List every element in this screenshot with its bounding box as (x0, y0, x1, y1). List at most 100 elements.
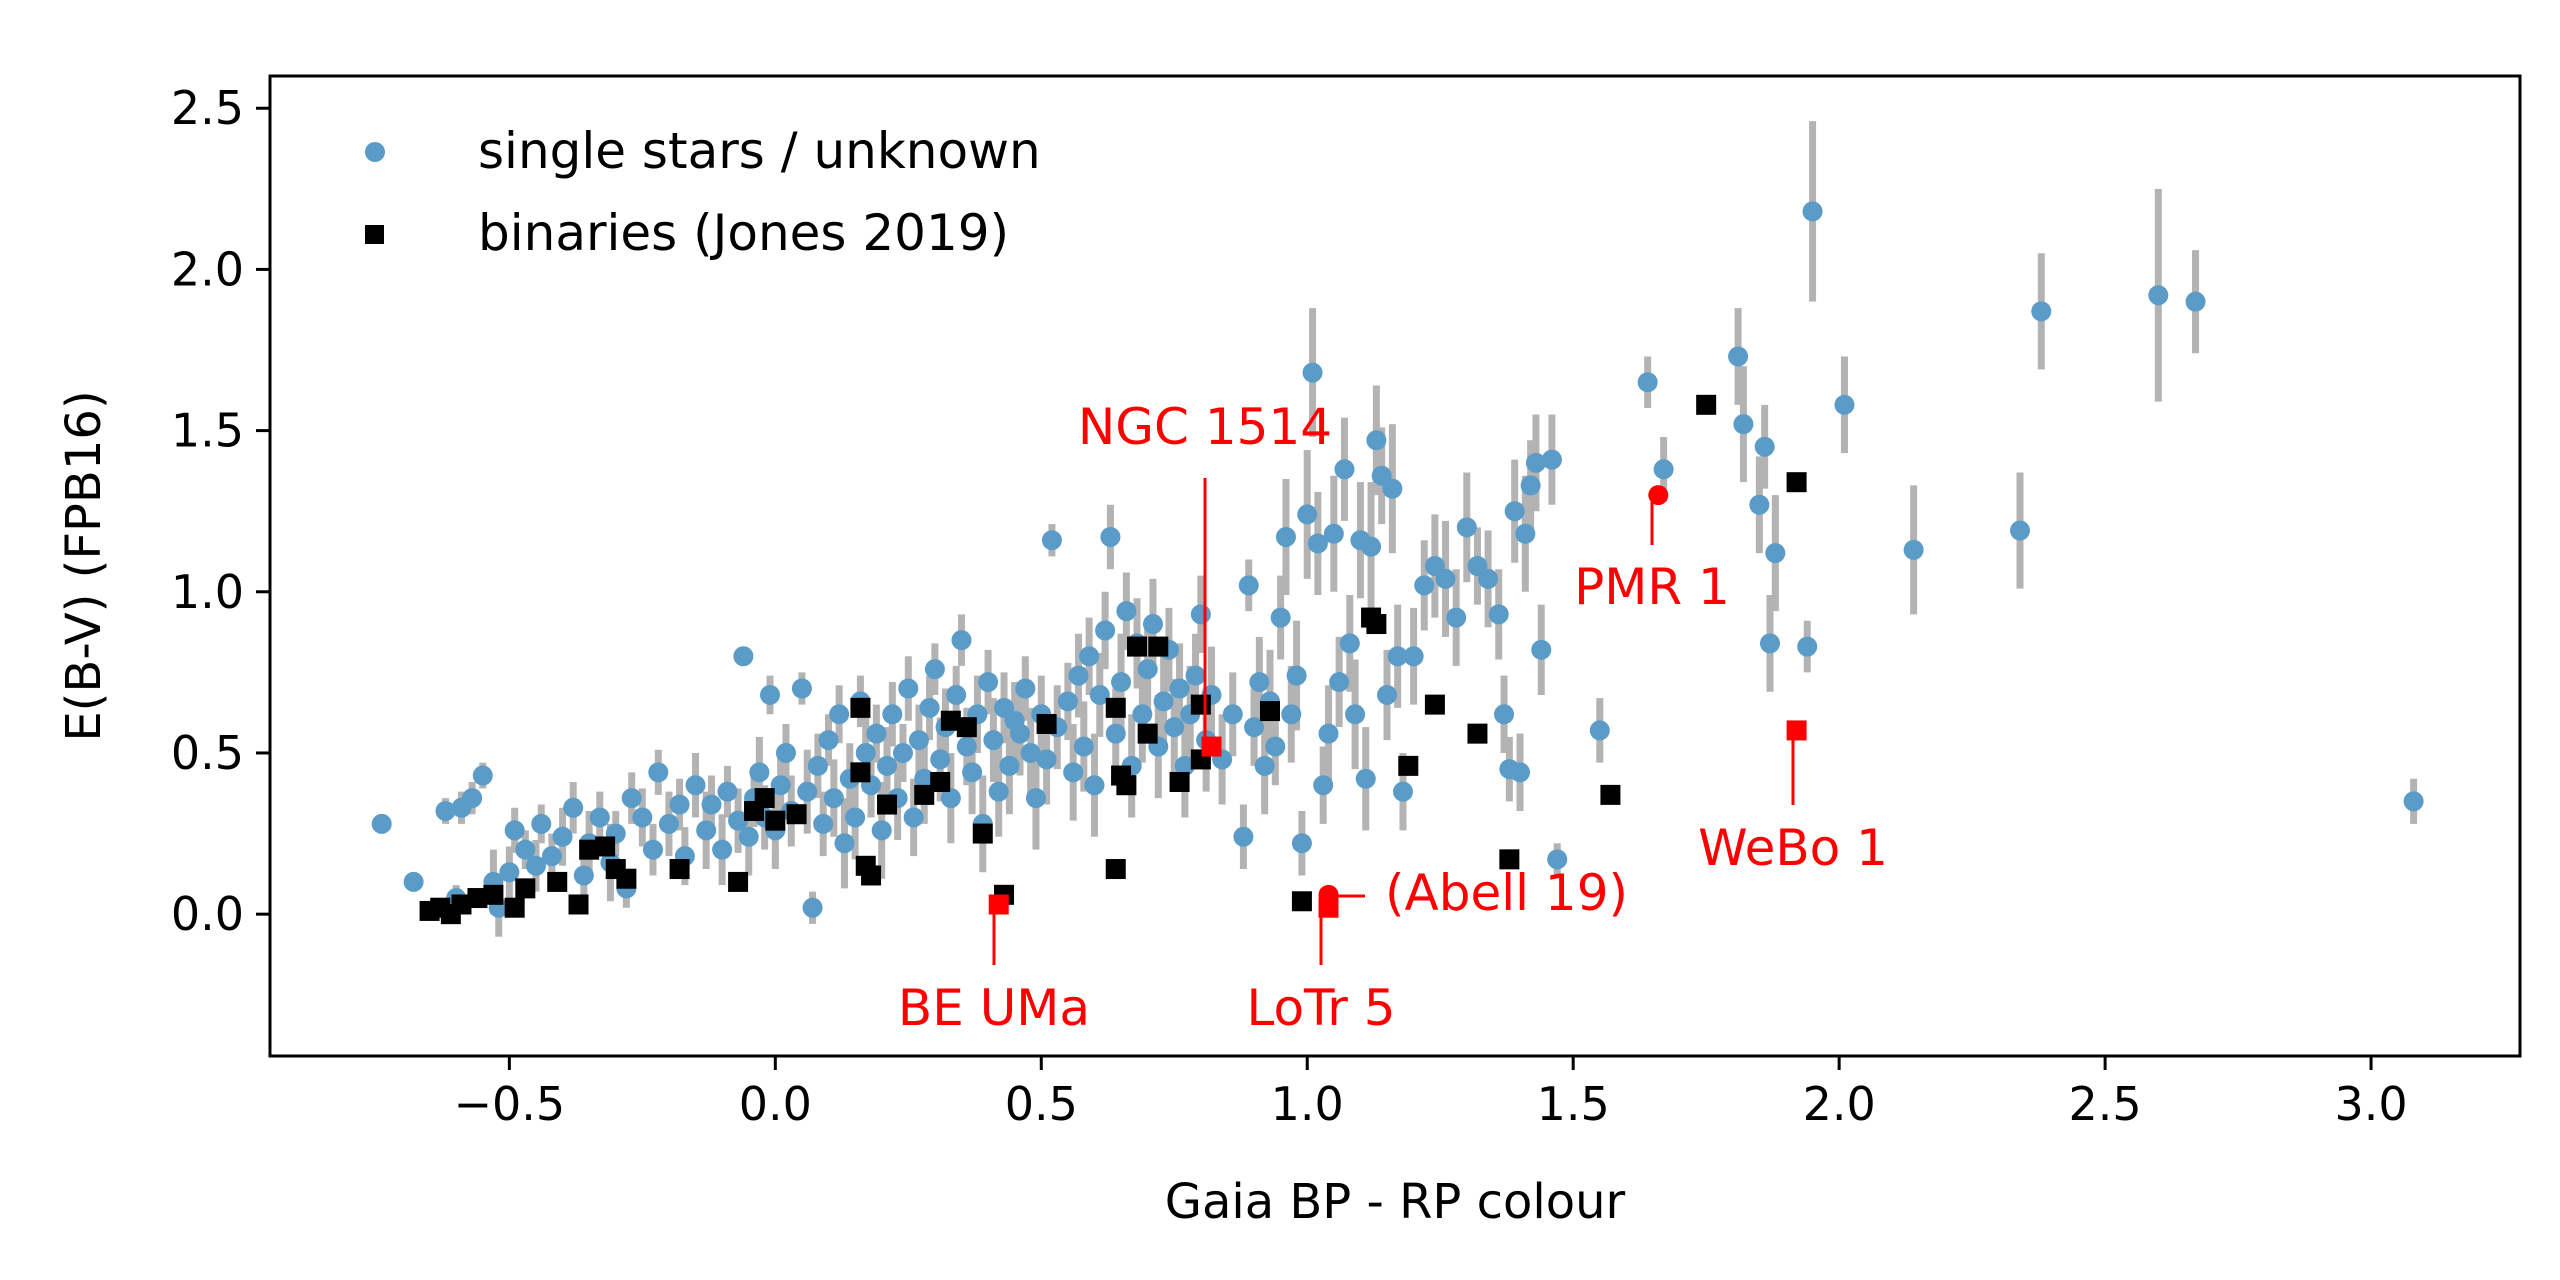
single-star-point (472, 765, 493, 786)
single-star-point (1286, 665, 1307, 686)
binary-point (1260, 701, 1280, 722)
annotation-label-lotr-5: LoTr 5 (1246, 979, 1395, 1037)
single-star-point (1754, 436, 1775, 457)
single-star-point (1185, 665, 1206, 686)
binary-point (1467, 723, 1488, 744)
single-star-point (1307, 533, 1328, 554)
y-tick-label: 1.5 (171, 404, 244, 458)
single-star-point (951, 630, 972, 651)
single-star-point (813, 813, 834, 834)
single-star-point (669, 794, 690, 815)
single-star-point (983, 730, 1004, 751)
single-star-point (642, 839, 663, 860)
binary-point (728, 871, 749, 892)
single-star-point (1275, 526, 1296, 547)
single-star-point (1244, 717, 1265, 738)
binary-point (850, 762, 871, 783)
binary-point (956, 717, 977, 738)
single-star-point (898, 678, 919, 699)
single-star-point (1414, 575, 1435, 596)
binary-point (1105, 859, 1126, 880)
single-star-point (924, 659, 945, 680)
single-star-point (1355, 768, 1376, 789)
binary-point (483, 884, 504, 905)
single-star-point (1403, 646, 1424, 667)
x-tick-label: 2.5 (2069, 1077, 2142, 1131)
binary-point (786, 804, 807, 825)
single-star-point (1456, 517, 1477, 538)
binary-point (515, 878, 536, 899)
single-star-point (834, 833, 855, 854)
single-star-point (1749, 494, 1770, 515)
single-star-point (658, 813, 679, 834)
single-star-point (1520, 475, 1541, 496)
single-star-point (930, 749, 951, 770)
annotation-layer: NGC 1514 PMR 1 WeBo 1 BE UMa LoTr 5 (Abell 19… (898, 398, 1888, 1037)
single-star-point (504, 820, 525, 841)
single-star-point (2010, 520, 2030, 541)
binary-point (1127, 636, 1148, 657)
x-tick-label: 0.5 (1005, 1077, 1078, 1131)
single-star-point (1291, 833, 1312, 854)
legend-label-single: single stars / unknown (478, 122, 1041, 180)
binary-point (850, 697, 871, 718)
single-star-point (1174, 755, 1195, 776)
legend-label-binary: binaries (Jones 2019) (478, 204, 1009, 262)
single-star-point (903, 807, 924, 828)
y-tick-label: 1.0 (171, 565, 244, 619)
single-star-point (573, 865, 594, 886)
single-star-point (1270, 607, 1291, 628)
single-star-point (531, 813, 552, 834)
single-star-point (1653, 459, 1674, 480)
binary-point (467, 888, 488, 909)
highlight-point-ngc-1514 (1201, 736, 1222, 757)
single-star-point (621, 788, 642, 809)
binary-point (940, 710, 961, 731)
annotation-label-pmr-1: PMR 1 (1574, 558, 1730, 616)
single-star-point (696, 820, 717, 841)
single-star-point (1164, 717, 1185, 738)
annotation-label-be-uma: BE UMa (898, 979, 1090, 1037)
highlight-point-webo-1 (1786, 720, 1807, 741)
single-star-point (1084, 775, 1105, 796)
single-star-point (807, 755, 828, 776)
single-star-point (1079, 646, 1100, 667)
highlight-point-pmr-1 (1648, 485, 1669, 506)
binary-point (861, 865, 882, 886)
binary-point (579, 839, 600, 860)
x-tick-label: −0.5 (454, 1077, 566, 1131)
binary-point (914, 784, 935, 805)
single-star-point (1100, 526, 1121, 547)
single-star-point (1249, 672, 1270, 693)
single-star-point (1361, 536, 1382, 557)
binary-point (595, 836, 616, 857)
single-star-point (845, 807, 866, 828)
x-tick-label: 1.0 (1271, 1077, 1344, 1131)
single-star-point (1137, 659, 1158, 680)
single-star-point (648, 762, 669, 783)
single-star-point (435, 801, 456, 821)
single-star-point (1116, 601, 1137, 622)
single-star-point (999, 755, 1020, 776)
binary-point (754, 788, 775, 809)
binary-point (504, 897, 525, 918)
single-star-point (2148, 285, 2169, 306)
single-star-point (499, 862, 520, 883)
single-star-point (1313, 775, 1334, 796)
single-star-point (1834, 394, 1855, 415)
single-star-point (908, 730, 929, 751)
binary-point (1116, 775, 1137, 796)
single-star-point (1281, 704, 1302, 725)
legend-marker-single (365, 142, 385, 162)
single-star-point (866, 723, 887, 744)
y-tick-label: 0.0 (171, 887, 244, 941)
single-star-point (717, 781, 738, 802)
single-star-point (685, 775, 706, 796)
binary-point (1424, 694, 1445, 715)
single-star-point (1254, 755, 1275, 776)
binary-point (547, 871, 568, 892)
single-star-point (1525, 452, 1546, 473)
binary-point (616, 868, 637, 889)
single-star-point (1589, 720, 1610, 741)
annotation-label-webo-1: WeBo 1 (1698, 819, 1888, 877)
